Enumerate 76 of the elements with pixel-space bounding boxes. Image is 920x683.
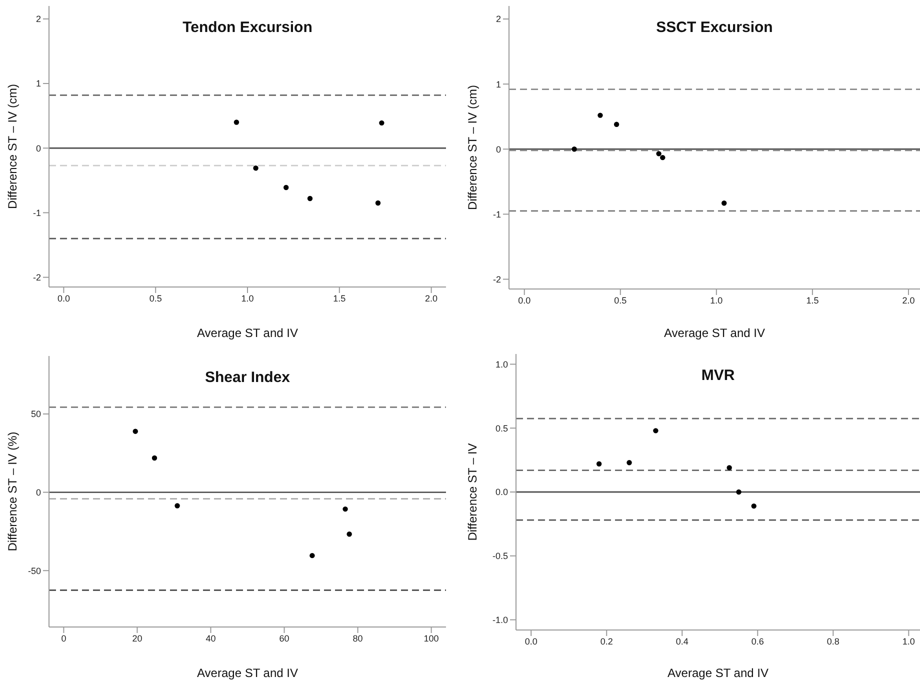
point xyxy=(722,200,727,206)
x-tick-label: 1.0 xyxy=(902,636,915,646)
x-axis-title: Average ST and IV xyxy=(668,666,768,680)
x-tick-label: 1.0 xyxy=(710,295,723,306)
x-tick-label: 2.0 xyxy=(902,295,915,306)
y-tick-label: -50 xyxy=(28,566,41,576)
point xyxy=(307,196,313,202)
y-tick-label: 1 xyxy=(496,79,501,90)
text: Shear Index xyxy=(204,369,290,386)
x-tick-label: 100 xyxy=(424,633,439,644)
y-tick-label: -1 xyxy=(492,209,501,220)
y-tick-label: 2 xyxy=(496,14,501,24)
x-tick-label: 60 xyxy=(279,633,290,644)
x-axis-title: Average ST and IV xyxy=(664,326,765,340)
point xyxy=(596,461,602,466)
point xyxy=(572,146,577,152)
y-axis-title: Difference ST – IV xyxy=(465,443,480,541)
x-axis-title: Average ST and IV xyxy=(197,326,298,340)
x-tick-label: 0.4 xyxy=(676,636,688,646)
point xyxy=(656,151,662,156)
y-tick-label: 0.5 xyxy=(495,423,508,434)
point xyxy=(283,184,289,190)
x-tick-label: 0.0 xyxy=(518,295,531,306)
point xyxy=(736,489,742,495)
y-tick-label: 0 xyxy=(36,487,41,498)
text: Tendon Excursion xyxy=(182,19,312,36)
x-axis-title: Average ST and IV xyxy=(197,666,298,680)
point xyxy=(660,154,666,160)
y-tick-label: -2 xyxy=(492,274,501,284)
y-tick-label: -0.5 xyxy=(492,551,508,562)
point xyxy=(726,465,732,470)
text: MVR xyxy=(701,367,735,384)
x-tick-label: 0.0 xyxy=(524,636,538,646)
point xyxy=(379,120,384,126)
y-tick-label: 1 xyxy=(36,78,41,89)
y-axis-title: Difference ST – IV (cm) xyxy=(5,84,20,209)
y-axis-title: Difference ST – IV (%) xyxy=(5,432,20,552)
point xyxy=(342,506,348,512)
point xyxy=(253,166,258,171)
x-tick-label: 80 xyxy=(352,633,363,644)
x-tick-label: 0.2 xyxy=(600,636,613,646)
x-tick-label: 0.0 xyxy=(57,293,70,304)
y-axis-title: Difference ST – IV (cm) xyxy=(465,85,480,210)
x-tick-label: 2.0 xyxy=(425,293,438,304)
y-tick-label: 50 xyxy=(30,409,41,420)
y-tick-label: 0 xyxy=(496,144,501,154)
y-tick-label: -2 xyxy=(32,272,41,283)
point xyxy=(310,552,315,558)
point xyxy=(132,428,138,434)
point xyxy=(598,112,603,118)
x-tick-label: 20 xyxy=(132,633,142,644)
x-tick-label: 0.5 xyxy=(614,295,627,306)
x-tick-label: 0.8 xyxy=(826,636,840,646)
point xyxy=(614,122,620,128)
point xyxy=(174,503,180,508)
x-tick-label: 0 xyxy=(61,633,66,644)
x-tick-label: 40 xyxy=(206,633,216,644)
point xyxy=(234,120,240,125)
y-tick-label: -1 xyxy=(32,208,41,218)
text: SSCT Excursion xyxy=(656,19,773,36)
y-tick-label: 1.0 xyxy=(495,359,508,370)
y-tick-label: 0 xyxy=(36,143,41,154)
point xyxy=(626,460,632,466)
point xyxy=(346,532,352,537)
y-tick-label: -1.0 xyxy=(492,614,508,625)
point xyxy=(152,455,158,461)
x-tick-label: 1.0 xyxy=(241,293,254,304)
y-tick-label: 0.0 xyxy=(495,487,508,498)
point xyxy=(653,428,658,434)
x-tick-label: 0.5 xyxy=(149,293,162,304)
x-tick-label: 1.5 xyxy=(333,293,346,304)
point xyxy=(375,200,381,206)
x-tick-label: 1.5 xyxy=(806,295,819,306)
point xyxy=(751,503,756,509)
y-tick-label: 2 xyxy=(36,14,41,24)
x-tick-label: 0.6 xyxy=(751,636,764,646)
